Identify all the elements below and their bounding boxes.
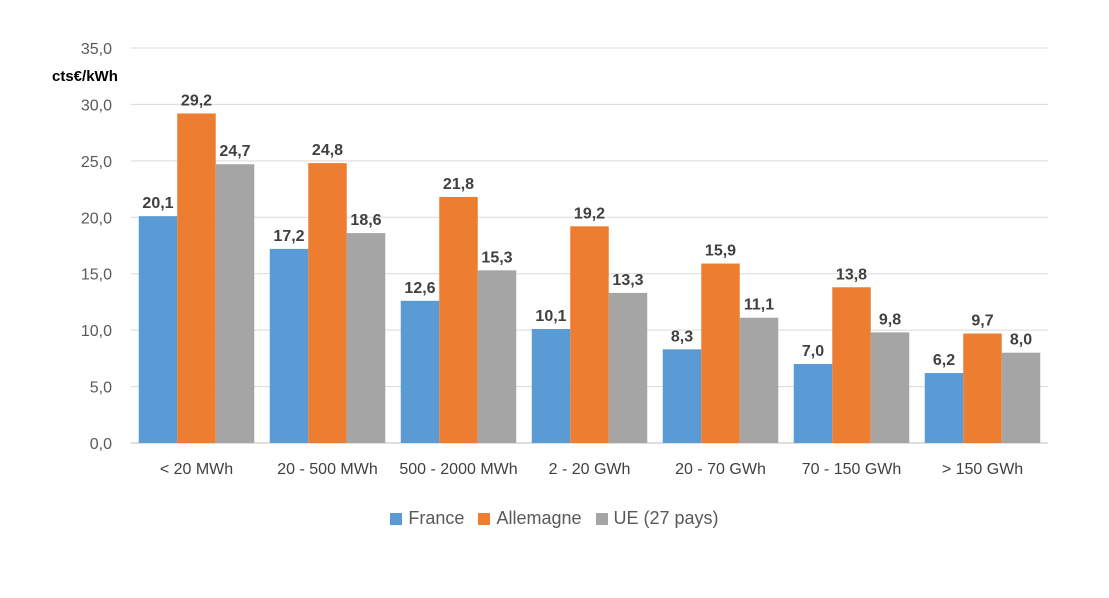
x-category-label: > 150 GWh — [942, 461, 1023, 478]
legend-item: UE (27 pays) — [595, 508, 719, 529]
data-label: 9,8 — [879, 311, 901, 328]
data-label: 29,2 — [181, 92, 212, 109]
legend-label: Allemagne — [496, 508, 582, 528]
bar-ue-27-pays — [477, 270, 517, 443]
y-tick-label: 30,0 — [81, 97, 112, 114]
y-tick-label: 10,0 — [81, 323, 112, 340]
bar-ue-27-pays — [739, 317, 779, 443]
bar-ue-27-pays — [608, 292, 648, 443]
bar-france — [662, 349, 702, 443]
bar-ue-27-pays — [870, 332, 910, 443]
data-label: 8,3 — [671, 328, 693, 345]
legend-label: UE (27 pays) — [613, 508, 719, 528]
bar-ue-27-pays — [346, 233, 386, 443]
x-axis: < 20 MWh 20 - 500 MWh 500 - 2000 MWh 2 - 20… — [160, 461, 1023, 478]
data-label: 8,0 — [1010, 332, 1032, 349]
x-category-label: 70 - 150 GWh — [802, 461, 902, 478]
y-tick-label: 20,0 — [81, 210, 112, 227]
bar-france — [269, 248, 309, 443]
legend: France Allemagne UE (27 pays) — [0, 508, 1109, 529]
bar-france — [138, 216, 178, 443]
bar-allemagne — [177, 113, 216, 443]
bar-allemagne — [308, 163, 347, 443]
data-label: 15,3 — [481, 249, 512, 266]
y-tick-label: 5,0 — [90, 380, 112, 397]
bar-france — [793, 364, 833, 443]
legend-label: France — [408, 508, 465, 528]
data-label: 7,0 — [802, 343, 824, 360]
y-axis-unit-label: cts€/kWh — [52, 68, 118, 85]
data-label: 10,1 — [535, 308, 566, 325]
x-category-label: 20 - 500 MWh — [277, 461, 377, 478]
x-category-label: 20 - 70 GWh — [675, 461, 766, 478]
bar-allemagne — [439, 196, 478, 443]
data-label: 20,1 — [142, 195, 173, 212]
data-label: 11,1 — [744, 297, 774, 314]
data-label: 12,6 — [404, 280, 435, 297]
bar-ue-27-pays — [1001, 352, 1041, 443]
data-label: 13,3 — [612, 272, 643, 289]
data-label: 6,2 — [933, 352, 955, 369]
x-category-label: 2 - 20 GWh — [549, 461, 631, 478]
y-tick-label: 25,0 — [81, 154, 112, 171]
y-tick-label: 35,0 — [81, 41, 112, 58]
data-label: 24,8 — [312, 142, 343, 159]
bar-france — [924, 373, 964, 443]
bar-allemagne — [701, 263, 740, 443]
bar-allemagne — [832, 287, 871, 443]
y-tick-label: 15,0 — [81, 267, 112, 284]
data-label: 15,9 — [705, 243, 736, 260]
bar-allemagne — [570, 226, 609, 443]
legend-swatch — [390, 512, 403, 525]
x-category-label: < 20 MWh — [160, 461, 233, 478]
legend-item: France — [390, 508, 464, 529]
bar-france — [400, 300, 440, 443]
data-label: 9,7 — [971, 313, 993, 330]
legend-swatch — [595, 512, 608, 525]
data-labels: 20,1 29,2 24,7 17,2 24,8 18,6 12,6 21,8 15,3 10,1… — [142, 92, 1032, 369]
bar-ue-27-pays — [215, 164, 255, 443]
bar-france — [531, 329, 571, 443]
data-label: 13,8 — [836, 266, 867, 283]
y-axis: 0,0 5,0 10,0 15,0 20,0 25,0 30,0 35,0 — [81, 41, 112, 453]
legend-item: Allemagne — [478, 508, 582, 529]
y-tick-label: 0,0 — [90, 436, 112, 453]
data-label: 18,6 — [350, 212, 381, 229]
data-label: 24,7 — [219, 143, 250, 160]
legend-swatch — [478, 512, 491, 525]
data-label: 21,8 — [443, 176, 474, 193]
bars — [138, 113, 1041, 443]
x-category-label: 500 - 2000 MWh — [399, 461, 517, 478]
bar-allemagne — [963, 333, 1002, 443]
data-label: 17,2 — [273, 228, 304, 245]
data-label: 19,2 — [574, 205, 605, 222]
bar-chart: 0,05,010,015,020,025,030,035,0 cts€/kWh … — [52, 41, 1048, 478]
